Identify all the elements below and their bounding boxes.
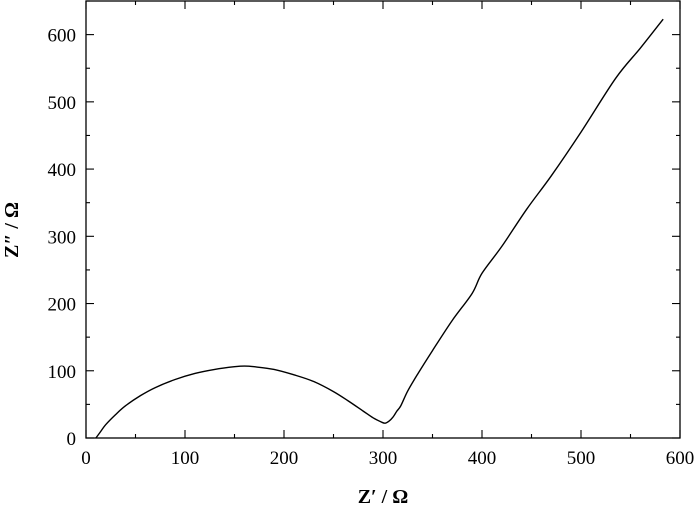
- y-tick-label: 400: [48, 160, 77, 181]
- tick-labels-layer: 0 100 200 300 400 500 600 0 100 200 300 400 500 600: [48, 26, 695, 469]
- y-tick-label: 600: [48, 26, 77, 47]
- y-tick-label: 300: [48, 227, 77, 248]
- y-tick-label: 200: [48, 295, 77, 316]
- nyquist-series-line: [95, 18, 664, 439]
- ticks-layer: [85, 0, 681, 439]
- y-tick-label: 0: [67, 429, 77, 450]
- x-tick-label: 200: [270, 448, 299, 469]
- x-axis-title: Z′ / Ω: [358, 486, 409, 508]
- plot-frame: [85, 0, 681, 439]
- y-axis-title: Z″ / Ω: [1, 202, 23, 258]
- x-tick-label: 100: [171, 448, 200, 469]
- x-tick-label: 0: [81, 448, 91, 469]
- x-tick-label: 500: [567, 448, 596, 469]
- y-tick-label: 100: [48, 362, 77, 383]
- x-tick-label: 300: [369, 448, 398, 469]
- x-tick-label: 400: [468, 448, 497, 469]
- y-tick-label: 500: [48, 93, 77, 114]
- x-tick-label: 600: [666, 448, 695, 469]
- series-layer: [95, 18, 664, 439]
